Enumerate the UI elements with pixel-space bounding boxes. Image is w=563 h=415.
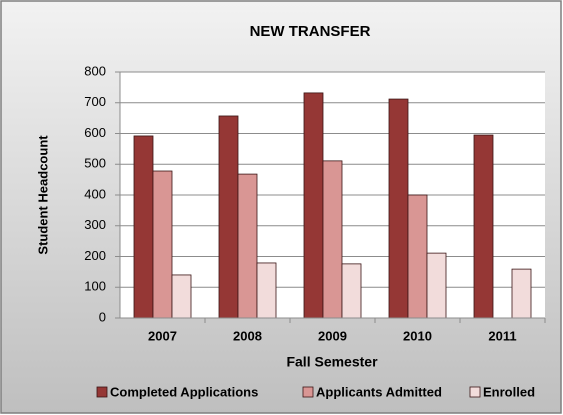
bar [322,160,343,319]
y-tick-label: 800 [84,63,106,78]
y-tick-label: 200 [84,248,106,263]
bar [256,262,277,319]
y-tick-label: 0 [99,309,106,324]
y-axis-label: Student Headcount [35,135,50,255]
legend-label: Enrolled [483,384,535,399]
bar [407,194,428,319]
x-tick-label: 2007 [148,328,177,343]
bar [511,268,532,319]
bar [133,135,154,319]
bar [152,170,173,319]
legend-swatch [96,386,108,398]
y-tick-label: 300 [84,217,106,232]
bar [426,252,447,319]
bar [341,263,362,319]
legend-label: Completed Applications [110,384,258,399]
x-tick-label: 2009 [318,328,347,343]
bar [171,274,192,319]
bar [473,134,494,319]
y-tick-label: 100 [84,279,106,294]
bar [218,115,239,319]
legend-label: Applicants Admitted [316,384,442,399]
chart-title: NEW TRANSFER [250,23,371,40]
x-tick-label: 2008 [233,328,262,343]
bar [303,92,324,319]
y-tick-label: 700 [84,94,106,109]
x-tick-label: 2011 [488,328,516,343]
y-tick-label: 500 [84,156,106,171]
bar [388,98,409,319]
y-tick-label: 400 [84,186,106,201]
x-tick-label: 2010 [403,328,432,343]
legend-swatch [302,386,314,398]
legend-swatch [469,386,481,398]
y-tick-label: 600 [84,125,106,140]
x-axis-label: Fall Semester [286,354,378,370]
bar [237,173,258,319]
